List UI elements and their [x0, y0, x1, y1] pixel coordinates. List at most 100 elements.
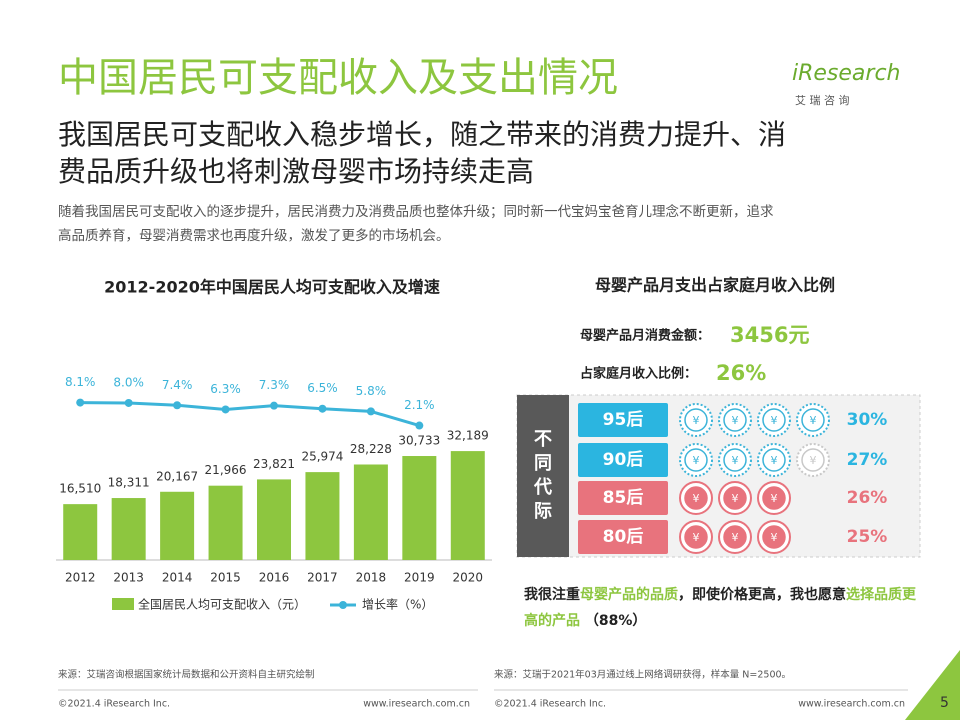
- subtitle: 费品质升级也将刺激母婴市场持续走高: [58, 155, 534, 188]
- bar: [353, 464, 388, 560]
- side-label: 代: [533, 477, 552, 498]
- source: 来源：艾瑞咨询根据国家统计局数据和公开资料自主研究绘制: [58, 669, 315, 681]
- value-label: 25,974: [301, 450, 343, 464]
- coin-inner: [801, 448, 825, 472]
- spend-value: 3456元: [730, 323, 809, 347]
- value-label: 5.8%: [356, 384, 387, 398]
- side-label: 同: [534, 453, 552, 474]
- title: 中国居民可支配收入及支出情况: [58, 55, 618, 101]
- coin-symbol: ¥: [732, 531, 739, 544]
- bar: [208, 485, 243, 560]
- line: [80, 401, 420, 428]
- coin-symbol: ¥: [732, 454, 739, 467]
- x-tick-label: 2013: [113, 571, 144, 585]
- row-button: [578, 520, 668, 554]
- value-label: 28,228: [350, 442, 392, 456]
- coin-inner: [801, 408, 825, 432]
- bar: [257, 479, 291, 560]
- coin-inner: [762, 486, 786, 510]
- logo-sub: 艾 瑞 咨 询: [795, 93, 850, 107]
- coin-symbol: ¥: [693, 454, 700, 467]
- x-tick-label: 2018: [356, 571, 387, 585]
- coin-inner: [684, 525, 708, 549]
- row-name: 90后: [603, 450, 644, 470]
- point: [318, 404, 327, 413]
- coin-inner: [684, 408, 708, 432]
- coin-inner: [723, 448, 747, 472]
- row-percent: 27%: [847, 450, 888, 470]
- x-tick-label: 2012: [65, 571, 96, 585]
- x-tick-label: 2016: [259, 571, 290, 585]
- row-name: 85后: [603, 488, 644, 508]
- bar: [402, 456, 437, 560]
- value-label: 20,167: [156, 469, 198, 483]
- value-label: 6.3%: [210, 382, 241, 396]
- note: 我很注重母婴产品的品质，即使价格更高，我也愿意选择品质更高的产品 （88%）: [524, 582, 920, 634]
- source: 来源：艾瑞于2021年03月通过线上网络调研获得，样本量 N=2500。: [494, 669, 791, 681]
- panel-title: 母婴产品月支出占家庭月收入比例: [595, 276, 835, 295]
- logo: iResearch: [792, 61, 901, 86]
- coin-inner: [723, 408, 747, 432]
- row-button: [578, 481, 668, 515]
- coin-symbol: ¥: [732, 414, 739, 427]
- coin-symbol: ¥: [693, 531, 700, 544]
- bar: [450, 451, 485, 560]
- legend-swatch: [112, 598, 134, 610]
- note-part: 我很注重: [524, 587, 580, 603]
- x-tick-label: 2020: [453, 571, 484, 585]
- value-label: 7.4%: [162, 378, 193, 392]
- row-percent: 25%: [847, 527, 888, 547]
- legend-label: 增长率（%）: [362, 597, 433, 612]
- body: 高品质养育，母婴消费需求也再度升级，激发了更多的市场机会。: [58, 227, 450, 244]
- note-part: 母婴产品的品质: [580, 587, 678, 603]
- point: [124, 398, 133, 407]
- chart-title: 2012-2020年中国居民人均可支配收入及增速: [104, 278, 440, 297]
- url: www.iresearch.com.cn: [798, 699, 905, 710]
- value-label: 8.1%: [65, 375, 96, 389]
- coin-symbol: ¥: [693, 492, 700, 505]
- bar: [305, 472, 340, 560]
- body: 随着我国居民可支配收入的逐步提升，居民消费力及消费品质也整体升级；同时新一代宝妈…: [58, 203, 774, 220]
- row-name: 95后: [603, 410, 644, 430]
- value-label: 16,510: [59, 482, 101, 496]
- copyright: ©2021.4 iResearch Inc.: [494, 699, 606, 710]
- note-part: 选择品质更高的产品: [524, 587, 916, 629]
- bar: [111, 498, 146, 560]
- coin-inner: [723, 525, 747, 549]
- coin-symbol: ¥: [810, 454, 817, 467]
- x-tick-label: 2019: [404, 571, 435, 585]
- legend-swatch: [339, 601, 347, 609]
- row-name: 80后: [603, 527, 644, 547]
- url: www.iresearch.com.cn: [363, 699, 470, 710]
- coin-symbol: ¥: [771, 531, 778, 544]
- coin-inner: [762, 408, 786, 432]
- row-button: [578, 403, 668, 437]
- note-part: （88%）: [580, 613, 647, 629]
- page-number: 5: [940, 695, 949, 711]
- row-percent: 30%: [847, 410, 888, 430]
- row-percent: 26%: [847, 488, 888, 508]
- point: [415, 421, 424, 430]
- point: [366, 407, 375, 416]
- value-label: 30,733: [398, 434, 440, 448]
- point: [221, 405, 230, 414]
- side-block: [517, 395, 569, 557]
- side-label: 际: [534, 501, 552, 522]
- coin-symbol: ¥: [771, 492, 778, 505]
- spend-label: 母婴产品月消费金额：: [580, 328, 710, 344]
- value-label: 32,189: [447, 429, 489, 443]
- coin-symbol: ¥: [732, 492, 739, 505]
- coin-inner: [723, 486, 747, 510]
- coin-inner: [762, 525, 786, 549]
- value-label: 6.5%: [307, 381, 338, 395]
- value-label: 18,311: [108, 476, 150, 490]
- point: [76, 398, 85, 407]
- x-tick-label: 2015: [210, 571, 241, 585]
- bar: [160, 491, 195, 560]
- coin-inner: [684, 486, 708, 510]
- x-tick-label: 2014: [162, 571, 193, 585]
- value-label: 23,821: [253, 457, 295, 471]
